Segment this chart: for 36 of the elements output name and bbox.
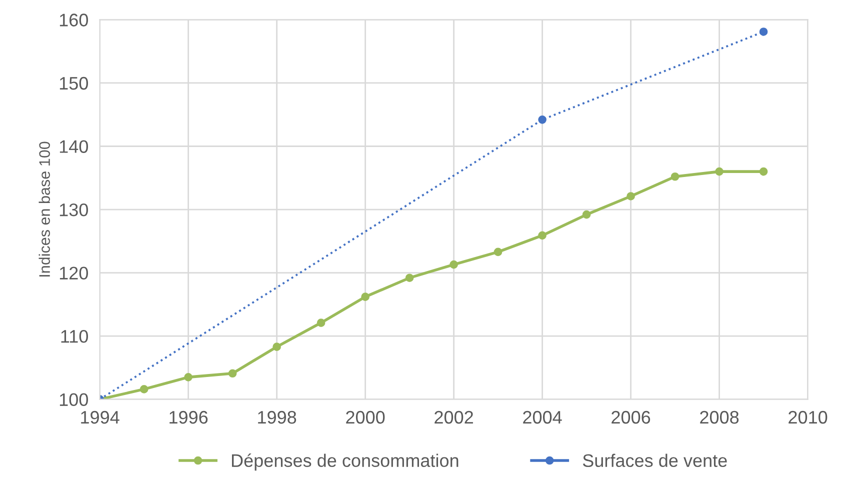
point [759, 167, 768, 176]
x-tick-label: 2006 [612, 410, 650, 424]
point [272, 342, 281, 351]
point [759, 28, 768, 36]
point [450, 260, 458, 269]
legend-label: Surfaces de vente [582, 454, 727, 468]
point [715, 167, 724, 176]
point [361, 292, 370, 301]
legend-label: Dépenses de consommation [232, 454, 458, 471]
point [538, 231, 546, 240]
y-tick-label: 120 [60, 266, 88, 280]
point [184, 373, 192, 382]
y-axis-title: Indices en base 100 [38, 142, 50, 276]
y-tick-label: 100 [60, 393, 88, 406]
y-tick-label: 160 [60, 14, 88, 26]
point [316, 318, 326, 327]
x-tick-label: 2002 [434, 410, 473, 424]
point [405, 274, 414, 282]
point [494, 248, 502, 256]
point [670, 172, 680, 181]
y-tick-label: 130 [60, 203, 88, 216]
x-tick-label: 1994 [81, 410, 120, 424]
x-tick-label: 2010 [788, 410, 828, 424]
x-tick-label: 2000 [346, 410, 385, 424]
point [582, 210, 591, 219]
y-tick-label: 140 [60, 140, 88, 153]
point [228, 369, 237, 378]
x-tick-label: 2004 [523, 410, 562, 424]
point [626, 192, 635, 200]
x-tick-label: 1998 [258, 410, 296, 424]
point [538, 116, 546, 124]
x-tick-label: 1996 [170, 410, 208, 424]
x-tick-label: 2008 [700, 410, 739, 424]
point [140, 385, 148, 394]
y-tick-label: 150 [60, 76, 88, 90]
y-tick-label: 110 [61, 330, 88, 343]
